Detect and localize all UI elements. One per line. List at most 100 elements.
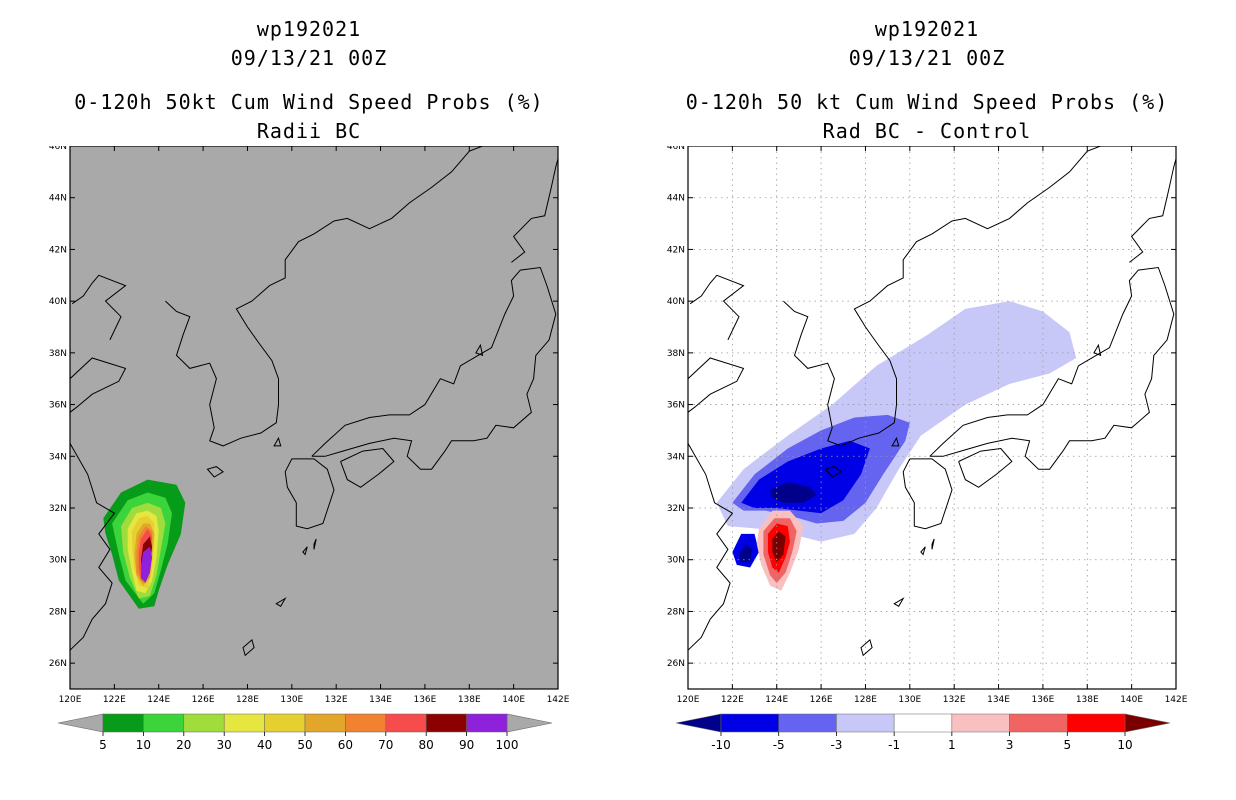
right-coastline-0	[689, 274, 745, 341]
right-cb-swatch-5	[1009, 713, 1068, 733]
right-ytick-label: 44N	[667, 194, 685, 204]
left-island-0	[206, 466, 224, 478]
right-contour-9	[772, 531, 786, 563]
right-coastline-2	[688, 443, 734, 651]
right-cb-arrow-right	[1124, 713, 1171, 733]
right-cb-swatch-1	[778, 713, 837, 733]
right-map-chart: 120E 122E 124E 126E 128E 130E 132E 134E 136E 138E…	[667, 146, 1188, 705]
left-coastline-2	[70, 443, 116, 651]
right-xtick-label: 126E	[810, 695, 833, 705]
left-cb-swatch-3	[223, 713, 265, 733]
left-ytick-label: 30N	[49, 556, 67, 566]
right-xtick-label: 136E	[1031, 695, 1054, 705]
right-ytick-label: 26N	[667, 659, 685, 669]
left-xtick-label: 140E	[502, 695, 525, 705]
left-xtick-label: 136E	[413, 695, 436, 705]
right-cb-label-2: -3	[830, 738, 842, 752]
left-island-6	[313, 538, 317, 550]
left-ytick-label: 40N	[49, 297, 67, 307]
right-ytick-label: 42N	[667, 245, 685, 255]
left-title-3: 0-120h 50kt Cum Wind Speed Probs (%)	[74, 90, 544, 114]
right-island-3	[860, 639, 873, 657]
right-xtick-label: 138E	[1076, 695, 1099, 705]
left-cb-label-10: 100	[496, 738, 519, 752]
right-xtick-label: 142E	[1165, 695, 1188, 705]
left-cb-label-1: 10	[136, 738, 151, 752]
left-cb-swatch-7	[385, 713, 427, 733]
right-island-1	[891, 436, 900, 447]
right-cb-swatch-2	[836, 713, 895, 733]
left-ytick-label: 42N	[49, 245, 67, 255]
right-colorbar: -10 -5 -3 -1 1 3 5 10	[675, 713, 1171, 752]
right-coastline-5	[958, 447, 1013, 488]
right-cb-label-4: 1	[948, 738, 956, 752]
left-map-chart: 120E 122E 124E 126E 128E 130E 132E 134E 136E 138E…	[49, 146, 570, 705]
right-ytick-label: 34N	[667, 452, 685, 462]
left-island-5	[302, 546, 308, 556]
left-cb-swatch-2	[183, 713, 225, 733]
left-ytick-label: 28N	[49, 607, 67, 617]
right-xtick-label: 120E	[677, 695, 700, 705]
left-xtick-label: 142E	[547, 695, 570, 705]
left-cb-swatch-8	[425, 713, 467, 733]
left-ytick-label: 36N	[49, 401, 67, 411]
left-cb-swatch-1	[143, 713, 185, 733]
left-coastline-6	[311, 266, 557, 470]
right-coastline-1	[688, 357, 745, 413]
right-coastline-7	[1129, 158, 1176, 263]
right-xtick-label: 132E	[943, 695, 966, 705]
left-cb-label-7: 70	[378, 738, 393, 752]
right-ytick-label: 36N	[667, 401, 685, 411]
right-coastline-4	[902, 458, 953, 530]
left-xtick-label: 132E	[325, 695, 348, 705]
right-ytick-label: 46N	[667, 146, 685, 152]
left-xtick-label: 128E	[236, 695, 259, 705]
right-contour-5	[739, 544, 753, 563]
right-xtick-label: 134E	[987, 695, 1010, 705]
right-cb-swatch-3	[893, 713, 953, 733]
right-cb-arrow-left	[675, 713, 722, 733]
left-island-3	[242, 639, 255, 657]
right-island-5	[920, 546, 926, 556]
right-contour-3	[770, 482, 817, 503]
right-island-2	[1093, 343, 1102, 357]
left-island-4	[275, 597, 287, 607]
right-xtick-label: 140E	[1120, 695, 1143, 705]
left-cb-label-4: 40	[257, 738, 272, 752]
left-ytick-label: 44N	[49, 194, 67, 204]
right-ytick-label: 32N	[667, 504, 685, 514]
left-title-4: Radii BC	[256, 119, 362, 143]
left-coastline-4	[284, 458, 335, 530]
right-frame	[687, 146, 1177, 690]
right-island-6	[931, 538, 935, 550]
right-cb-label-1: -5	[773, 738, 785, 752]
right-ytick-label: 38N	[667, 349, 685, 359]
left-coastline-7	[511, 158, 558, 263]
right-island-0	[824, 466, 842, 478]
right-title-2: 09/13/21 00Z	[848, 46, 1006, 70]
left-cb-label-9: 90	[459, 738, 474, 752]
right-cb-swatch-6	[1067, 713, 1126, 733]
right-title-1: wp192021	[874, 17, 980, 41]
left-xtick-label: 134E	[369, 695, 392, 705]
right-xtick-label: 128E	[854, 695, 877, 705]
left-ytick-label: 46N	[49, 146, 67, 152]
left-xtick-label: 126E	[192, 695, 215, 705]
left-coastline-5	[340, 447, 395, 488]
right-ytick-label: 40N	[667, 297, 685, 307]
right-ytick-label: 30N	[667, 556, 685, 566]
right-xtick-label: 122E	[721, 695, 744, 705]
left-cb-arrow-left	[57, 713, 104, 733]
right-xtick-label: 130E	[898, 695, 921, 705]
left-cb-label-5: 50	[297, 738, 312, 752]
left-ytick-label: 26N	[49, 659, 67, 669]
left-coastline-0	[71, 274, 127, 341]
left-title-1: wp192021	[256, 17, 362, 41]
left-coastline-1	[70, 357, 127, 413]
right-cb-label-5: 3	[1006, 738, 1014, 752]
left-cb-label-0: 5	[99, 738, 107, 752]
left-contour-9	[141, 546, 153, 583]
right-island-4	[893, 597, 905, 607]
right-title-4: Rad BC - Control	[822, 119, 1032, 143]
